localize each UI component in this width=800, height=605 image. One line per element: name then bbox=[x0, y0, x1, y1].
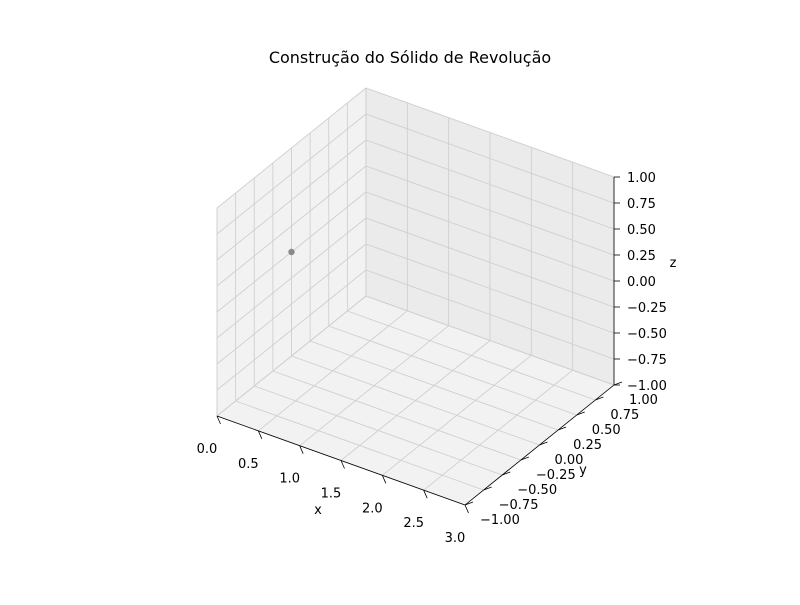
axis-lines bbox=[216, 176, 623, 514]
grid-lines bbox=[216, 87, 615, 506]
data-points bbox=[288, 248, 295, 256]
x-tick bbox=[299, 445, 304, 454]
x-tick-label: 2.0 bbox=[362, 501, 383, 516]
grid-line bbox=[235, 400, 484, 491]
y-tick bbox=[520, 456, 530, 461]
grid-line bbox=[365, 139, 615, 230]
y-tick-label: −0.25 bbox=[536, 468, 576, 483]
z-tick-label: 0.75 bbox=[627, 197, 656, 212]
axis-panes bbox=[215, 86, 616, 506]
z-tick-label: 0.00 bbox=[627, 275, 656, 290]
y-tick-label: 0.25 bbox=[573, 438, 602, 453]
z-tick-label: 0.50 bbox=[627, 223, 656, 238]
chart-title: Construção do Sólido de Revolução bbox=[268, 48, 552, 67]
y-tick-label: 1.00 bbox=[629, 393, 658, 408]
y-tick-label: −0.50 bbox=[517, 483, 557, 498]
z-tick-label: −0.75 bbox=[627, 353, 667, 368]
grid-line bbox=[365, 87, 615, 178]
data-point bbox=[288, 248, 295, 256]
grid-line bbox=[216, 269, 367, 391]
axis-labels: x y z bbox=[314, 256, 676, 518]
y-tick bbox=[539, 441, 548, 446]
y-axis-label: y bbox=[579, 463, 587, 478]
x-tick bbox=[340, 460, 345, 469]
y-tick-label: −0.75 bbox=[499, 498, 539, 513]
grid-line bbox=[291, 355, 540, 446]
grid-line bbox=[328, 325, 577, 416]
z-tick-label: −0.50 bbox=[627, 327, 667, 342]
y-tick bbox=[576, 411, 585, 416]
x-tick bbox=[381, 475, 387, 484]
grid-line bbox=[365, 269, 615, 360]
grid-line bbox=[216, 243, 367, 365]
grid-line bbox=[216, 139, 367, 261]
grid-line bbox=[254, 385, 503, 476]
z-tick-label: 0.25 bbox=[627, 249, 656, 264]
grid-line bbox=[309, 340, 559, 431]
grid-line bbox=[272, 370, 522, 461]
grid-line bbox=[216, 217, 367, 339]
tick-labels: 0.00.51.01.52.02.53.0−1.00−0.75−0.50−0.2… bbox=[197, 171, 667, 546]
y-tick-label: 0.75 bbox=[610, 408, 639, 423]
x-tick bbox=[464, 504, 469, 514]
x-tick-label: 1.0 bbox=[279, 472, 300, 487]
y-tick-label: 0.50 bbox=[592, 423, 621, 438]
x-tick bbox=[216, 415, 221, 425]
z-tick-label: −0.25 bbox=[627, 301, 667, 316]
y-tick-label: −1.00 bbox=[480, 513, 520, 528]
z-axis-label: z bbox=[670, 256, 677, 271]
x-tick-label: 3.0 bbox=[445, 531, 466, 546]
y-tick bbox=[613, 381, 623, 386]
y-tick bbox=[464, 501, 474, 506]
x-axis-label: x bbox=[314, 503, 322, 518]
grid-line bbox=[216, 87, 367, 209]
grid-line bbox=[216, 113, 367, 235]
y-tick bbox=[483, 486, 492, 491]
grid-line bbox=[347, 310, 596, 401]
y-tick-label: 0.00 bbox=[555, 453, 584, 468]
y-tick bbox=[502, 471, 511, 476]
grid-line bbox=[365, 217, 615, 308]
grid-line bbox=[365, 295, 615, 386]
z-tick-label: −1.00 bbox=[627, 379, 667, 394]
x-tick-label: 1.5 bbox=[321, 487, 342, 502]
grid-line bbox=[365, 243, 615, 334]
y-tick bbox=[557, 426, 567, 431]
x-tick-label: 0.0 bbox=[197, 442, 218, 457]
grid-line bbox=[216, 295, 367, 417]
x-tick bbox=[423, 490, 428, 499]
z-tick-label: 1.00 bbox=[627, 171, 656, 186]
x-tick bbox=[257, 430, 263, 439]
grid-line bbox=[365, 165, 615, 256]
x-tick-label: 2.5 bbox=[403, 516, 424, 531]
x-tick-label: 0.5 bbox=[238, 457, 259, 472]
grid-line bbox=[365, 113, 615, 204]
grid-line bbox=[365, 191, 615, 282]
grid-line bbox=[216, 165, 367, 287]
y-tick bbox=[595, 396, 604, 401]
